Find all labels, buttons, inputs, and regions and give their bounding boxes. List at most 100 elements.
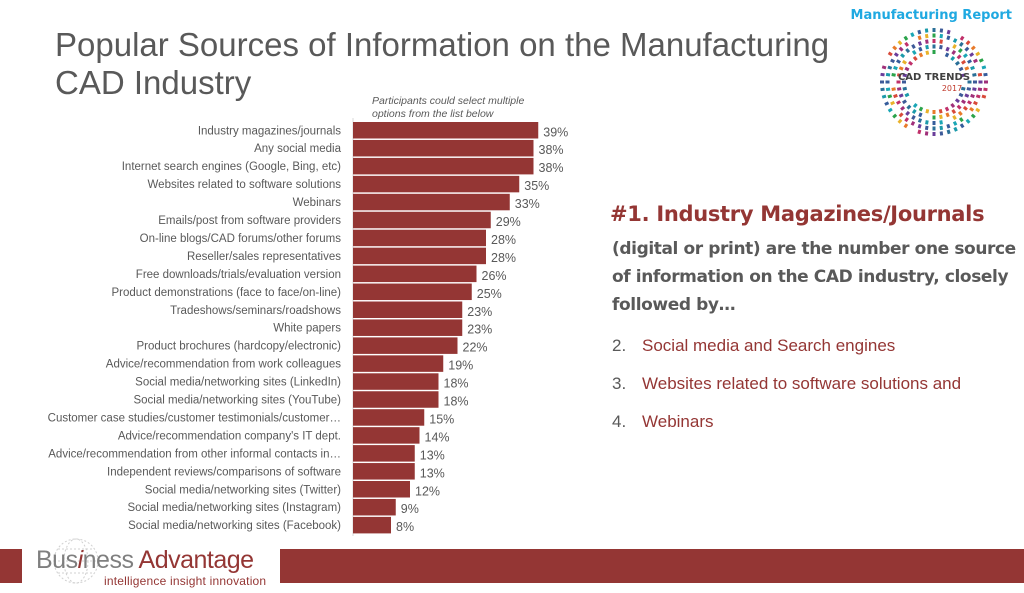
category-label: Social media/networking sites (Instagram…: [128, 502, 342, 514]
logo-segment: [902, 80, 906, 84]
logo-segment: [887, 51, 893, 57]
bar: [353, 139, 534, 157]
value-label: 19%: [448, 359, 473, 373]
value-label: 25%: [477, 287, 502, 301]
logo-segment: [981, 94, 987, 99]
value-label: 28%: [491, 251, 516, 265]
logo-segment: [962, 53, 968, 59]
logo-segment: [956, 54, 962, 60]
logo-segment: [911, 49, 917, 55]
logo-segment: [924, 125, 929, 131]
logo-segment: [939, 44, 943, 50]
logo-segment: [885, 72, 891, 77]
logo-segment: [881, 65, 887, 70]
logo-segment: [893, 65, 898, 71]
logo-segment: [975, 94, 981, 99]
value-label: 38%: [539, 161, 564, 175]
logo-segment: [898, 93, 904, 98]
bar: [353, 211, 491, 229]
logo-segment: [946, 123, 951, 129]
bar: [353, 498, 396, 516]
bar: [353, 301, 463, 318]
chart-note-line1: Participants could select multiple: [372, 95, 525, 107]
value-label: 26%: [482, 269, 507, 283]
list-number: 4.: [612, 412, 627, 431]
value-label: 12%: [415, 484, 440, 498]
logo-segment: [911, 115, 916, 120]
logo-segment: [954, 60, 960, 66]
follow-list-item: 4. Webinars: [612, 412, 961, 450]
logo-segment: [978, 58, 984, 63]
logo-segment: [946, 29, 951, 35]
logo-segment: [904, 41, 910, 47]
value-label: 28%: [491, 233, 516, 247]
logo-segment: [956, 104, 962, 110]
logo-segment: [939, 33, 944, 39]
logo-segment: [960, 73, 966, 78]
logo-segment: [939, 114, 943, 120]
logo-segment: [932, 126, 936, 131]
category-label: Free downloads/trials/evaluation version: [136, 269, 341, 281]
logo-segment: [970, 45, 976, 51]
logo-segment: [925, 44, 929, 50]
category-label: Advice/recommendation from work colleagu…: [106, 359, 341, 371]
value-label: 33%: [515, 197, 540, 211]
globe-icon: [53, 538, 99, 584]
category-label: Social media/networking sites (LinkedIn): [135, 377, 341, 389]
category-label: Social media/networking sites (YouTube): [133, 395, 341, 407]
logo-segment: [917, 29, 922, 35]
list-number: 3.: [612, 374, 627, 393]
category-label: On-line blogs/CAD forums/other forums: [140, 233, 342, 245]
logo-segment: [977, 72, 983, 77]
category-label: Emails/post from software providers: [158, 215, 341, 227]
logo-segment: [938, 108, 943, 114]
category-label: Advice/recommendation from other informa…: [48, 448, 341, 460]
brand-text-i: i: [77, 546, 84, 574]
logo-segment: [885, 80, 890, 84]
logo-segment: [932, 115, 936, 120]
logo-segment: [965, 118, 971, 124]
logo-segment: [977, 87, 983, 92]
logo-segment: [970, 113, 976, 119]
logo-segment: [906, 104, 912, 110]
logo-segment: [967, 59, 972, 64]
headline-rank: #1.: [610, 202, 650, 226]
logo-segment: [967, 80, 972, 84]
logo-segment: [887, 107, 893, 113]
logo-segment: [924, 28, 929, 33]
logo-segment: [896, 87, 902, 91]
value-label: 35%: [524, 179, 549, 193]
logo-segment: [984, 80, 988, 84]
logo-segment: [918, 46, 923, 52]
logo-segment: [908, 60, 914, 66]
logo-segment: [911, 44, 916, 49]
logo-segment: [911, 109, 917, 115]
logo-segment: [962, 105, 968, 111]
category-label: Reseller/sales representatives: [187, 251, 341, 263]
category-label: Independent reviews/comparisons of softw…: [107, 466, 341, 478]
logo-segment: [939, 131, 944, 136]
bar: [353, 175, 520, 193]
logo-segment: [900, 105, 906, 111]
brand-tagline: intelligence insight innovation: [104, 574, 267, 588]
logo-segment: [896, 73, 902, 77]
logo-segment: [890, 100, 896, 106]
logo-segment: [969, 52, 975, 58]
logo-segment: [896, 59, 901, 64]
logo-segment: [958, 41, 964, 47]
logo-segment: [966, 87, 972, 91]
chart-note: Participants could select multiple optio…: [372, 95, 524, 121]
category-label: Product brochures (hardcopy/electronic): [136, 341, 341, 353]
logo-segment: [972, 73, 977, 77]
logo-segment: [932, 28, 936, 32]
logo-segment: [939, 120, 943, 125]
follow-list-item: 3. Websites related to software solutions…: [612, 374, 961, 412]
list-text: Social media and Search engines: [642, 336, 896, 355]
logo-segment: [932, 50, 936, 54]
bar-chart: Industry magazines/journals 39% Any social…: [48, 118, 568, 536]
logo-segment: [880, 80, 884, 84]
logo-segment: [903, 123, 909, 129]
bar: [353, 229, 486, 247]
logo-segment: [924, 131, 929, 136]
logo-segment: [944, 106, 950, 112]
